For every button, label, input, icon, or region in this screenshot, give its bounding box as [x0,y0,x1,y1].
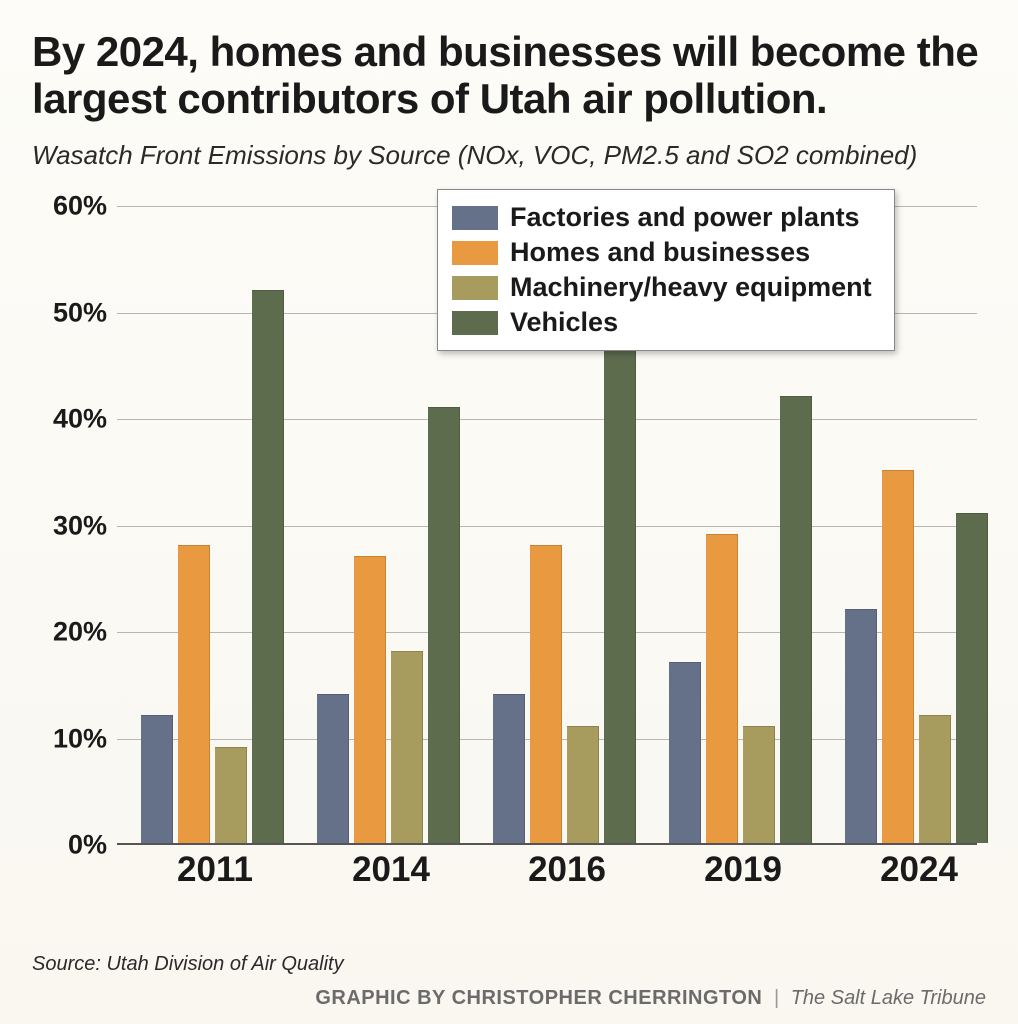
legend-item: Factories and power plants [452,200,872,235]
bar-factories [845,609,877,843]
bar-machinery [919,715,951,843]
credit-publication: The Salt Lake Tribune [791,987,986,1009]
x-axis-label: 2014 [352,850,430,890]
bar-group-2011 [141,185,284,843]
headline: By 2024, homes and businesses will becom… [32,28,986,122]
y-axis-label: 10% [27,723,107,754]
legend-swatch-factories [452,206,498,230]
y-axis-label: 20% [27,617,107,648]
legend-label: Homes and businesses [510,237,810,268]
credit-line: GRAPHIC BY CHRISTOPHER CHERRINGTON | The… [315,987,986,1010]
x-axis-label: 2011 [177,850,253,890]
y-axis-label: 30% [27,510,107,541]
bar-homes [882,470,914,843]
bar-machinery [215,747,247,843]
bar-factories [493,694,525,843]
bar-machinery [391,651,423,843]
bar-factories [669,662,701,843]
legend-swatch-homes [452,241,498,265]
bar-factories [317,694,349,843]
bar-vehicles [780,396,812,843]
x-axis-label: 2016 [528,850,606,890]
legend-swatch-machinery [452,276,498,300]
legend-label: Factories and power plants [510,202,860,233]
legend-swatch-vehicles [452,311,498,335]
credit-author: GRAPHIC BY CHRISTOPHER CHERRINGTON [315,987,762,1009]
x-axis-label: 2019 [704,850,782,890]
legend-label: Vehicles [510,307,618,338]
bar-machinery [567,726,599,843]
bar-homes [354,556,386,843]
legend-item: Homes and businesses [452,235,872,270]
bar-vehicles [956,513,988,843]
y-axis-label: 40% [27,404,107,435]
y-axis-label: 50% [27,297,107,328]
y-axis-label: 0% [27,830,107,861]
infographic-container: By 2024, homes and businesses will becom… [0,0,1018,1024]
bar-factories [141,715,173,843]
legend: Factories and power plants Homes and bus… [437,189,895,351]
subhead: Wasatch Front Emissions by Source (NOx, … [32,140,986,171]
bar-vehicles [428,407,460,843]
legend-item: Vehicles [452,305,872,340]
bar-homes [706,534,738,843]
bar-vehicles [252,290,284,844]
chart-area: Factories and power plants Homes and bus… [32,185,982,905]
y-axis-label: 60% [27,191,107,222]
source-line: Source: Utah Division of Air Quality [32,953,344,976]
bar-machinery [743,726,775,843]
bar-homes [178,545,210,843]
legend-label: Machinery/heavy equipment [510,272,872,303]
bar-homes [530,545,562,843]
x-axis-label: 2024 [880,850,958,890]
credit-separator: | [774,987,779,1009]
bar-vehicles [604,343,636,843]
legend-item: Machinery/heavy equipment [452,270,872,305]
